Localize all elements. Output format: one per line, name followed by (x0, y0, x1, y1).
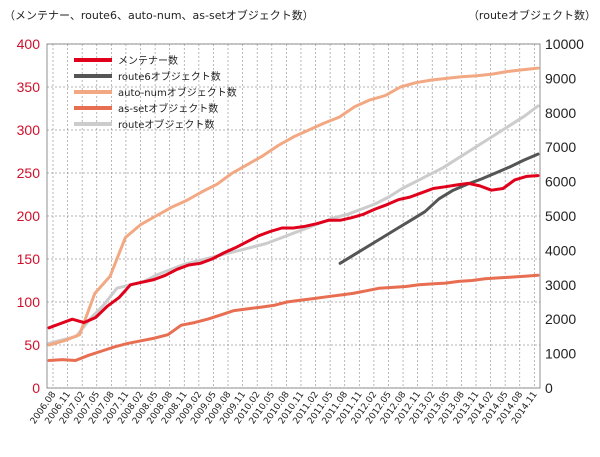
x-axis-ticks: 2006.082006.112007.022007.052007.082007.… (29, 390, 540, 426)
left-tick-label: 200 (17, 208, 41, 224)
right-tick-label: 7000 (545, 139, 576, 155)
left-tick-label: 300 (17, 122, 41, 138)
legend: メンテナー数 route6オブジェクト数 auto-numオブジェクト数 as-set… (74, 54, 237, 131)
series-line-2 (47, 66, 540, 347)
legend-label: auto-numオブジェクト数 (118, 86, 237, 99)
legend-label: routeオブジェクト数 (118, 118, 214, 131)
right-tick-label: 3000 (545, 277, 576, 293)
left-tick-label: 350 (17, 79, 41, 95)
left-tick-label: 400 (17, 36, 41, 52)
legend-label: as-setオブジェクト数 (118, 102, 218, 115)
right-tick-label: 10000 (545, 36, 584, 52)
series-layer (47, 66, 540, 362)
left-tick-label: 100 (17, 294, 41, 310)
right-tick-label: 9000 (545, 70, 576, 86)
left-tick-label: 0 (32, 380, 40, 396)
left-tick-label: 250 (17, 165, 41, 181)
right-tick-label: 4000 (545, 242, 576, 258)
legend-label: メンテナー数 (118, 54, 178, 67)
series-line-1 (338, 152, 540, 265)
left-tick-label: 50 (24, 337, 40, 353)
right-tick-label: 5000 (545, 208, 576, 224)
right-tick-label: 6000 (545, 174, 576, 190)
series-line-3 (47, 273, 540, 362)
series-line-4 (47, 104, 540, 345)
series-line-0 (47, 174, 540, 330)
right-tick-label: 2000 (545, 311, 576, 327)
right-tick-label: 1000 (545, 346, 576, 362)
right-axis-ticks: 0 1000 2000 3000 4000 5000 6000 7000 8000 9000 100… (545, 36, 584, 396)
left-axis-ticks: 0 50 100 150 200 250 300 350 400 (17, 36, 41, 396)
right-tick-label: 8000 (545, 105, 576, 121)
plot-frame (46, 43, 541, 389)
plot-border (46, 43, 541, 389)
right-tick-label: 0 (545, 380, 553, 396)
left-axis-title: （メンテナー、route6、auto-num、as-setオブジェクト数） (4, 8, 314, 22)
right-axis-title: （routeオブジェクト数） (468, 8, 596, 22)
legend-label: route6オブジェクト数 (118, 70, 221, 83)
left-tick-label: 150 (17, 251, 41, 267)
